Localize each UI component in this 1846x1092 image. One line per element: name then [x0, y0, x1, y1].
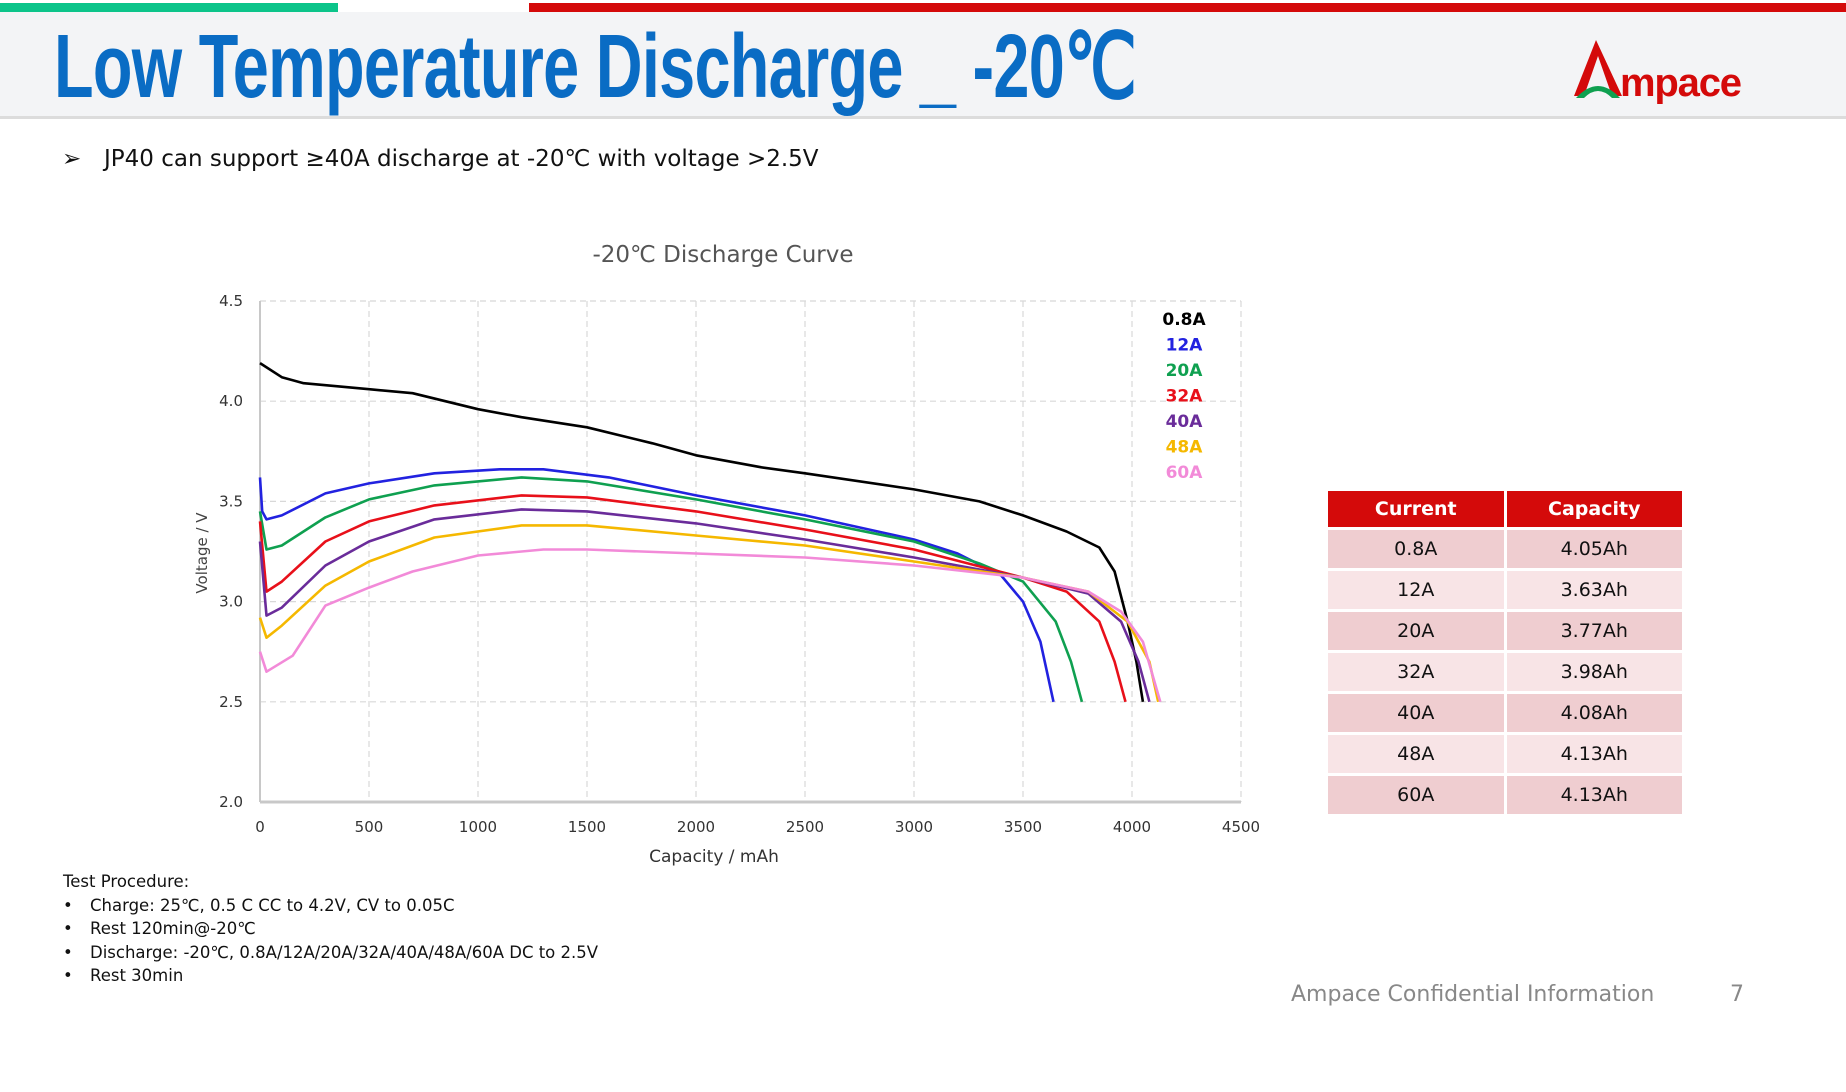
procedure-title: Test Procedure:	[63, 872, 190, 891]
svg-text:mpace: mpace	[1620, 61, 1742, 104]
current-cell: 32A	[1328, 653, 1504, 691]
footer-confidential: Ampace Confidential Information	[1291, 982, 1655, 1007]
page-number: 7	[1730, 982, 1744, 1007]
x-tick-label: 1500	[568, 818, 606, 836]
x-tick-label: 1000	[459, 818, 497, 836]
capacity-cell: 3.63Ah	[1506, 571, 1682, 609]
x-tick-label: 500	[355, 818, 384, 836]
capacity-cell: 4.05Ah	[1506, 530, 1682, 568]
procedure-item: Rest 120min@-20℃	[63, 917, 598, 941]
slide-title: Low Temperature Discharge _ -20℃	[54, 17, 1137, 117]
y-tick-label: 2.0	[219, 793, 243, 811]
ampace-logo: mpace	[1574, 40, 1742, 104]
table-row: 20A 3.77Ah	[1328, 612, 1682, 650]
series-line-20A	[258, 476, 1084, 703]
y-tick-label: 4.0	[219, 392, 243, 410]
table-row: 12A 3.63Ah	[1328, 571, 1682, 609]
current-cell: 12A	[1328, 571, 1504, 609]
current-cell: 48A	[1328, 735, 1504, 773]
series-line-12A	[258, 468, 1055, 703]
accent-bar-green	[0, 3, 338, 12]
x-tick-label: 0	[255, 818, 265, 836]
header-band	[0, 12, 1846, 119]
legend-entry: 60A	[1166, 463, 1204, 483]
procedure-item: Rest 30min	[63, 964, 598, 988]
header-capacity: Capacity	[1506, 491, 1682, 527]
table-row: 32A 3.98Ah	[1328, 653, 1682, 691]
test-procedure: Test Procedure: Charge: 25℃, 0.5 C CC to…	[63, 870, 598, 988]
y-tick-label: 4.5	[219, 292, 243, 310]
accent-bar-red	[529, 3, 1846, 12]
key-point-text: JP40 can support ≥40A discharge at -20℃ …	[104, 146, 819, 172]
legend-entry: 12A	[1166, 336, 1204, 356]
capacity-cell: 4.08Ah	[1506, 694, 1682, 732]
x-tick-label: 3500	[1004, 818, 1042, 836]
current-cell: 20A	[1328, 612, 1504, 650]
current-cell: 40A	[1328, 694, 1504, 732]
table-row: 0.8A 4.05Ah	[1328, 530, 1682, 568]
table-row: 48A 4.13Ah	[1328, 735, 1682, 773]
x-tick-label: 4000	[1113, 818, 1151, 836]
x-tick-label: 3000	[895, 818, 933, 836]
series-line-48A	[258, 524, 1160, 703]
x-tick-label: 2000	[677, 818, 715, 836]
series-line-60A	[258, 548, 1162, 703]
table-header-row: Current Capacity	[1328, 491, 1682, 527]
x-tick-label: 4500	[1222, 818, 1260, 836]
x-axis-label: Capacity / mAh	[649, 847, 779, 867]
chart-title: -20℃ Discharge Curve	[592, 242, 854, 268]
legend-entry: 0.8A	[1162, 310, 1206, 330]
capacity-cell: 3.77Ah	[1506, 612, 1682, 650]
legend-entry: 40A	[1166, 412, 1204, 432]
capacity-cell: 3.98Ah	[1506, 653, 1682, 691]
arrow-bullet-icon: ➢	[62, 146, 82, 172]
capacity-cell: 4.13Ah	[1506, 735, 1682, 773]
capacity-cell: 4.13Ah	[1506, 776, 1682, 814]
y-axis-label: Voltage / V	[193, 512, 211, 594]
table-row: 60A 4.13Ah	[1328, 776, 1682, 814]
current-cell: 0.8A	[1328, 530, 1504, 568]
series-line-40A	[258, 508, 1151, 703]
current-cell: 60A	[1328, 776, 1504, 814]
legend-entry: 20A	[1166, 361, 1204, 381]
procedure-item: Discharge: -20℃, 0.8A/12A/20A/32A/40A/48…	[63, 941, 598, 965]
key-point: ➢ JP40 can support ≥40A discharge at -20℃…	[62, 146, 819, 172]
legend-entry: 32A	[1166, 387, 1204, 407]
x-tick-label: 2500	[786, 818, 824, 836]
y-tick-label: 3.5	[219, 492, 243, 510]
series-line-32A	[258, 494, 1127, 703]
procedure-item: Charge: 25℃, 0.5 C CC to 4.2V, CV to 0.0…	[63, 894, 598, 918]
header-current: Current	[1328, 491, 1504, 527]
legend-entry: 48A	[1166, 438, 1204, 458]
y-tick-label: 2.5	[219, 693, 243, 711]
capacity-table: Current Capacity 0.8A 4.05Ah 12A 3.63Ah 20A 3…	[1325, 488, 1685, 817]
table-row: 40A 4.08Ah	[1328, 694, 1682, 732]
series-line-0.8A	[259, 362, 1145, 703]
y-tick-label: 3.0	[219, 593, 243, 611]
